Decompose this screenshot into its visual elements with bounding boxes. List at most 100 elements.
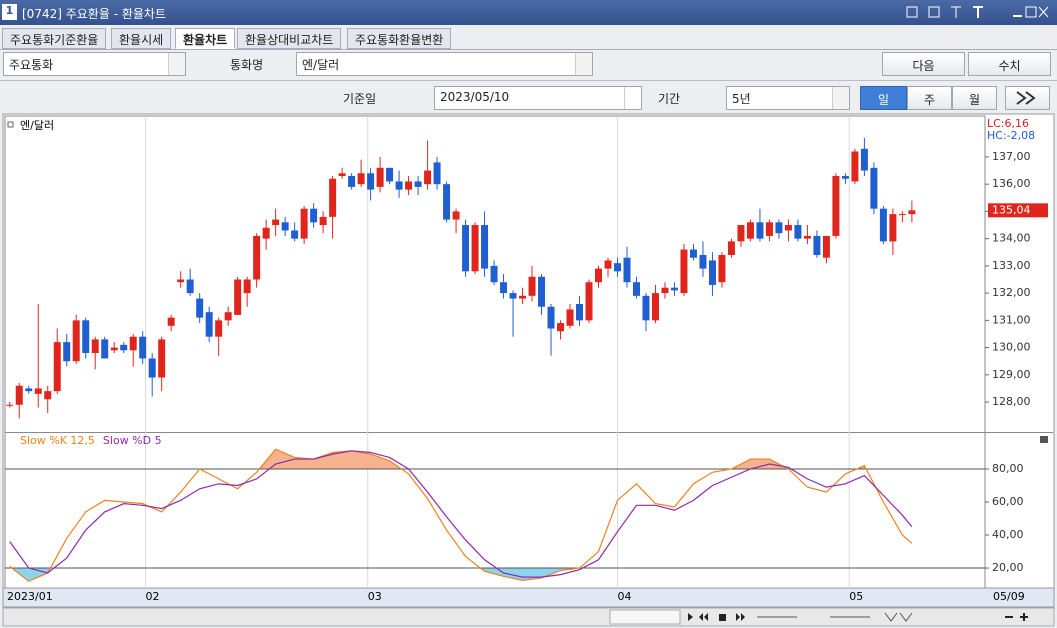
y-tick-label: 60,00 bbox=[992, 495, 1024, 508]
tab[interactable]: 환율상대비교차트 bbox=[237, 28, 342, 49]
y-tick-label: 80,00 bbox=[992, 462, 1024, 475]
currency-select[interactable]: 엔/달러 bbox=[296, 52, 593, 76]
next-button[interactable]: 다음 bbox=[882, 52, 965, 76]
y-tick-label: 132,00 bbox=[992, 286, 1031, 299]
values-button[interactable]: 수치 bbox=[968, 52, 1051, 76]
candle-body bbox=[82, 320, 90, 354]
forward-button[interactable] bbox=[1005, 86, 1050, 110]
candle-body bbox=[395, 181, 403, 190]
candle-body bbox=[224, 312, 232, 321]
candle-body bbox=[841, 176, 849, 179]
last-date-label: 05/09 bbox=[993, 590, 1025, 603]
candle-body bbox=[329, 178, 337, 217]
y-tick-label: 128,00 bbox=[992, 395, 1031, 408]
candle-body bbox=[481, 225, 489, 269]
candle-body bbox=[642, 295, 650, 321]
candle-body bbox=[604, 260, 612, 269]
candle-body bbox=[72, 320, 80, 362]
y-tick-label: 130,00 bbox=[992, 341, 1031, 354]
candle-body bbox=[889, 214, 897, 242]
candle-body bbox=[110, 347, 118, 351]
candle-body bbox=[253, 235, 261, 280]
candle-body bbox=[234, 279, 242, 315]
candle-body bbox=[139, 336, 147, 359]
x-tick-label: 04 bbox=[618, 590, 632, 603]
candle-body bbox=[490, 265, 498, 283]
tab[interactable]: 주요통화환율변환 bbox=[347, 28, 452, 49]
window-buttons[interactable] bbox=[905, 5, 1050, 20]
candle-body bbox=[196, 298, 204, 318]
select-value: 엔/달러 bbox=[302, 58, 340, 72]
y-tick-label: 136,00 bbox=[992, 177, 1031, 190]
y-tick-label: 134,00 bbox=[992, 232, 1031, 245]
legend-entry: Slow %D 5 bbox=[103, 434, 162, 447]
last-price-tag bbox=[988, 203, 1048, 218]
candle-body bbox=[576, 304, 584, 321]
y-tick-label: 40,00 bbox=[992, 528, 1024, 541]
last-price-label: 135,04 bbox=[992, 203, 1031, 216]
candle-body bbox=[424, 170, 432, 185]
candle-body bbox=[661, 287, 669, 294]
candle-body bbox=[215, 320, 223, 337]
candle-body bbox=[851, 151, 859, 182]
candle-body bbox=[262, 227, 270, 239]
x-tick-label: 2023/01 bbox=[7, 590, 53, 603]
candle-body bbox=[775, 222, 783, 234]
tab[interactable]: 주요통화기준환율 bbox=[2, 28, 107, 49]
label: 통화명 bbox=[230, 58, 264, 72]
candle-body bbox=[528, 276, 536, 296]
candle-body bbox=[557, 323, 565, 332]
candle-body bbox=[870, 167, 878, 209]
candle-body bbox=[177, 279, 185, 283]
candle-body bbox=[708, 260, 716, 285]
candle-body bbox=[186, 279, 194, 294]
interval-button[interactable]: 주 bbox=[907, 86, 952, 110]
candle-body bbox=[243, 279, 251, 294]
interval-button[interactable]: 월 bbox=[952, 86, 997, 110]
x-tick-label: 03 bbox=[368, 590, 382, 603]
candle-body bbox=[357, 173, 365, 185]
candle-body bbox=[319, 216, 327, 226]
tab-active[interactable]: 환율차트 bbox=[175, 28, 236, 49]
candle-body bbox=[414, 181, 422, 187]
candle-body bbox=[500, 282, 508, 294]
candle-body bbox=[167, 317, 175, 326]
candle-body bbox=[538, 276, 546, 307]
candle-body bbox=[879, 208, 887, 242]
date-value: 2023/05/10 bbox=[440, 90, 510, 104]
tab[interactable]: 환율시세 bbox=[111, 28, 172, 49]
candle-body bbox=[803, 235, 811, 239]
panel-title: 엔/달러 bbox=[20, 119, 54, 132]
candle-body bbox=[784, 225, 792, 231]
indicator-line bbox=[9, 450, 913, 578]
scroll-bar[interactable] bbox=[2, 607, 1055, 627]
candle-body bbox=[794, 225, 802, 239]
candle-body bbox=[348, 176, 356, 187]
candle-body bbox=[101, 339, 109, 359]
candle-body bbox=[53, 342, 61, 392]
x-tick-label: 05 bbox=[849, 590, 863, 603]
candle-body bbox=[15, 385, 23, 405]
indicator-line bbox=[9, 448, 913, 582]
candle-body bbox=[756, 222, 764, 239]
period-select[interactable]: 5년 bbox=[726, 86, 850, 110]
candle-body bbox=[376, 167, 384, 187]
candle-body bbox=[509, 293, 517, 299]
date-input[interactable]: 2023/05/10 bbox=[434, 86, 642, 110]
group-select[interactable]: 주요통화 bbox=[3, 52, 186, 76]
candle-body bbox=[813, 235, 821, 255]
candle-body bbox=[63, 342, 71, 362]
candle-body bbox=[898, 214, 906, 216]
panel-button[interactable] bbox=[1040, 436, 1048, 443]
candle-body bbox=[129, 336, 137, 351]
candle-body bbox=[699, 254, 707, 269]
candle-body bbox=[718, 254, 726, 283]
label: 기준일 bbox=[343, 92, 377, 106]
interval-button-active[interactable]: 일 bbox=[860, 86, 907, 110]
candle-body bbox=[291, 230, 299, 239]
candle-body bbox=[120, 344, 128, 351]
candle-body bbox=[338, 173, 346, 177]
candle-body bbox=[205, 312, 213, 337]
